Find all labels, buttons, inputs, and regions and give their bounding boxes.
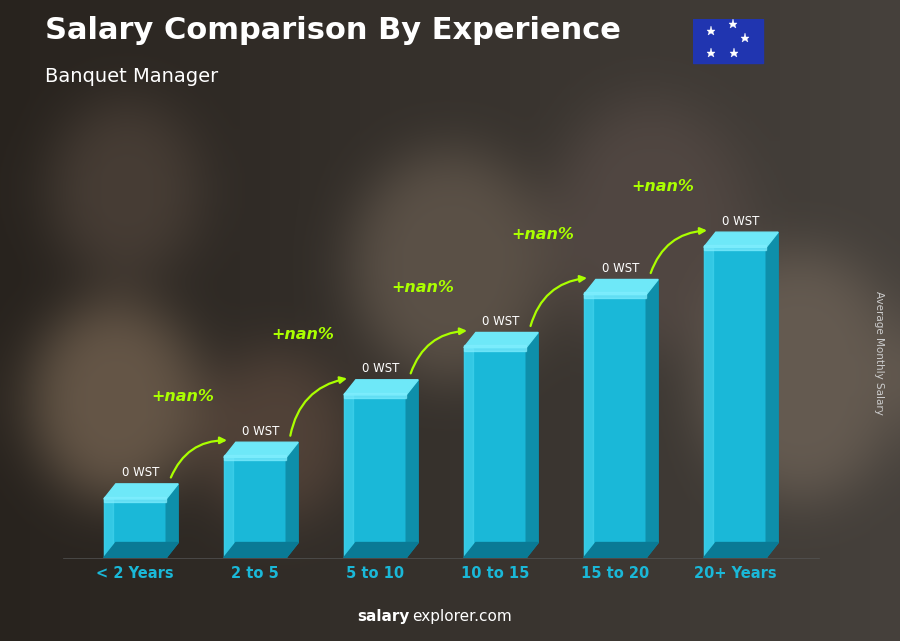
Text: Salary Comparison By Experience: Salary Comparison By Experience bbox=[45, 16, 621, 45]
Bar bbox=[344, 393, 406, 398]
Polygon shape bbox=[224, 542, 298, 558]
Polygon shape bbox=[344, 379, 418, 395]
Polygon shape bbox=[526, 333, 538, 558]
Polygon shape bbox=[286, 442, 298, 558]
Text: 0 WST: 0 WST bbox=[602, 262, 640, 275]
Bar bbox=[584, 295, 593, 558]
Text: Average Monthly Salary: Average Monthly Salary bbox=[874, 290, 884, 415]
Text: 0 WST: 0 WST bbox=[363, 362, 400, 375]
Text: salary: salary bbox=[357, 609, 410, 624]
Bar bbox=[464, 347, 526, 558]
Polygon shape bbox=[344, 542, 418, 558]
Text: +nan%: +nan% bbox=[151, 389, 214, 404]
Text: +nan%: +nan% bbox=[511, 227, 574, 242]
Bar bbox=[104, 499, 113, 558]
Bar bbox=[464, 345, 526, 351]
Text: 0 WST: 0 WST bbox=[122, 466, 159, 479]
Text: explorer.com: explorer.com bbox=[412, 609, 512, 624]
Text: +nan%: +nan% bbox=[632, 179, 695, 194]
Polygon shape bbox=[584, 279, 658, 295]
Text: 0 WST: 0 WST bbox=[482, 315, 519, 328]
Bar bbox=[584, 295, 646, 558]
Bar bbox=[344, 395, 353, 558]
Bar bbox=[704, 247, 766, 558]
Bar bbox=[224, 458, 286, 558]
Polygon shape bbox=[464, 333, 538, 347]
Bar bbox=[704, 245, 766, 251]
Text: +nan%: +nan% bbox=[272, 327, 335, 342]
Text: +nan%: +nan% bbox=[392, 279, 454, 295]
FancyBboxPatch shape bbox=[693, 19, 763, 63]
Bar bbox=[344, 395, 406, 558]
Polygon shape bbox=[224, 442, 298, 458]
Text: 0 WST: 0 WST bbox=[242, 425, 280, 438]
Text: 0 WST: 0 WST bbox=[723, 215, 760, 228]
Polygon shape bbox=[704, 232, 778, 247]
Polygon shape bbox=[646, 279, 658, 558]
Bar bbox=[104, 497, 166, 502]
Bar bbox=[224, 455, 286, 460]
Polygon shape bbox=[584, 542, 658, 558]
Polygon shape bbox=[406, 379, 419, 558]
Polygon shape bbox=[104, 542, 178, 558]
Polygon shape bbox=[766, 232, 778, 558]
Text: Banquet Manager: Banquet Manager bbox=[45, 67, 218, 87]
Bar bbox=[104, 499, 166, 558]
Bar bbox=[704, 247, 713, 558]
Polygon shape bbox=[104, 484, 178, 499]
Bar bbox=[584, 292, 646, 297]
Bar bbox=[464, 347, 473, 558]
Polygon shape bbox=[166, 484, 178, 558]
Polygon shape bbox=[464, 542, 538, 558]
Polygon shape bbox=[704, 542, 778, 558]
Bar bbox=[224, 458, 233, 558]
